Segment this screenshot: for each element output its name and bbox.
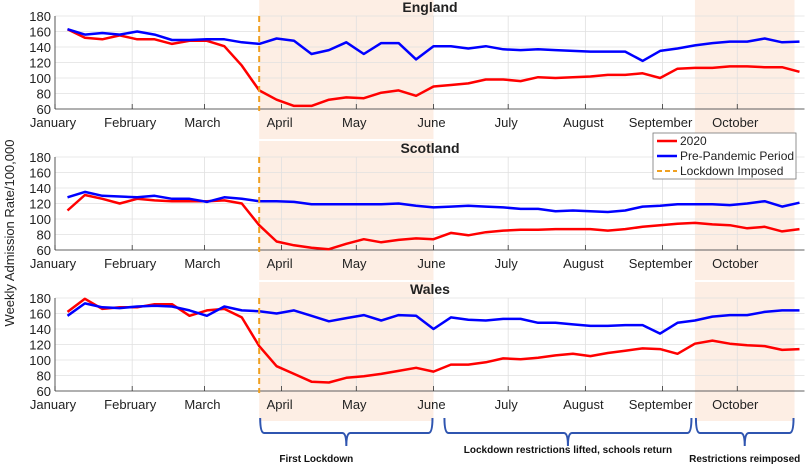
x-tick-label: August	[563, 256, 604, 271]
y-tick-label: 140	[29, 181, 51, 196]
x-tick-label: March	[184, 256, 220, 271]
x-tick-label: April	[267, 115, 293, 130]
annotation-label: Restrictions reimposed	[689, 454, 800, 465]
x-tick-label: January	[30, 256, 77, 271]
panel-title: Wales	[410, 281, 450, 297]
x-tick-label: September	[629, 115, 693, 130]
x-tick-label: May	[342, 256, 367, 271]
panel-title: England	[402, 0, 457, 15]
x-tick-label: April	[267, 397, 293, 412]
x-tick-label: October	[712, 256, 759, 271]
x-tick-label: June	[417, 115, 445, 130]
legend-label: 2020	[680, 134, 707, 148]
x-tick-label: October	[712, 115, 759, 130]
y-tick-label: 100	[29, 353, 51, 368]
x-tick-label: April	[267, 256, 293, 271]
y-tick-label: 80	[37, 369, 51, 384]
legend-label: Lockdown Imposed	[680, 164, 783, 178]
y-tick-label: 80	[37, 228, 51, 243]
y-tick-label: 140	[29, 322, 51, 337]
y-tick-label: 100	[29, 212, 51, 227]
y-tick-label: 160	[29, 25, 51, 40]
x-tick-label: January	[30, 115, 77, 130]
y-tick-label: 100	[29, 71, 51, 86]
x-tick-label: March	[184, 115, 220, 130]
x-tick-label: June	[417, 397, 445, 412]
y-tick-label: 120	[29, 197, 51, 212]
y-tick-label: 180	[29, 150, 51, 165]
y-tick-label: 120	[29, 56, 51, 71]
annotation-label: First Lockdown	[279, 454, 353, 465]
x-tick-label: August	[563, 397, 604, 412]
x-tick-label: May	[342, 115, 367, 130]
x-tick-label: June	[417, 256, 445, 271]
x-tick-label: February	[104, 115, 157, 130]
y-tick-label: 80	[37, 87, 51, 102]
annotation-label: Lockdown restrictions lifted, schools re…	[464, 445, 672, 456]
x-tick-label: September	[629, 256, 693, 271]
x-tick-label: February	[104, 397, 157, 412]
annotation-brace	[260, 418, 432, 446]
x-tick-label: January	[30, 397, 77, 412]
y-tick-label: 180	[29, 9, 51, 24]
panel-title: Scotland	[400, 140, 459, 156]
y-axis-label: Weekly Admission Rate/100,000	[2, 140, 17, 327]
annotation-brace	[444, 418, 691, 446]
x-tick-label: July	[495, 256, 519, 271]
x-tick-label: August	[563, 115, 604, 130]
x-tick-label: July	[495, 115, 519, 130]
legend: 2020 Pre-Pandemic Period Lockdown Impose…	[653, 133, 796, 179]
y-tick-label: 160	[29, 166, 51, 181]
y-tick-label: 140	[29, 40, 51, 55]
x-tick-label: March	[184, 397, 220, 412]
x-tick-label: July	[495, 397, 519, 412]
y-tick-label: 160	[29, 307, 51, 322]
y-tick-label: 120	[29, 338, 51, 353]
x-tick-label: February	[104, 256, 157, 271]
x-tick-label: May	[342, 397, 367, 412]
x-tick-label: September	[629, 397, 693, 412]
x-tick-label: October	[712, 397, 759, 412]
y-tick-label: 180	[29, 291, 51, 306]
annotation-brace	[696, 418, 794, 446]
legend-label: Pre-Pandemic Period	[680, 149, 794, 163]
